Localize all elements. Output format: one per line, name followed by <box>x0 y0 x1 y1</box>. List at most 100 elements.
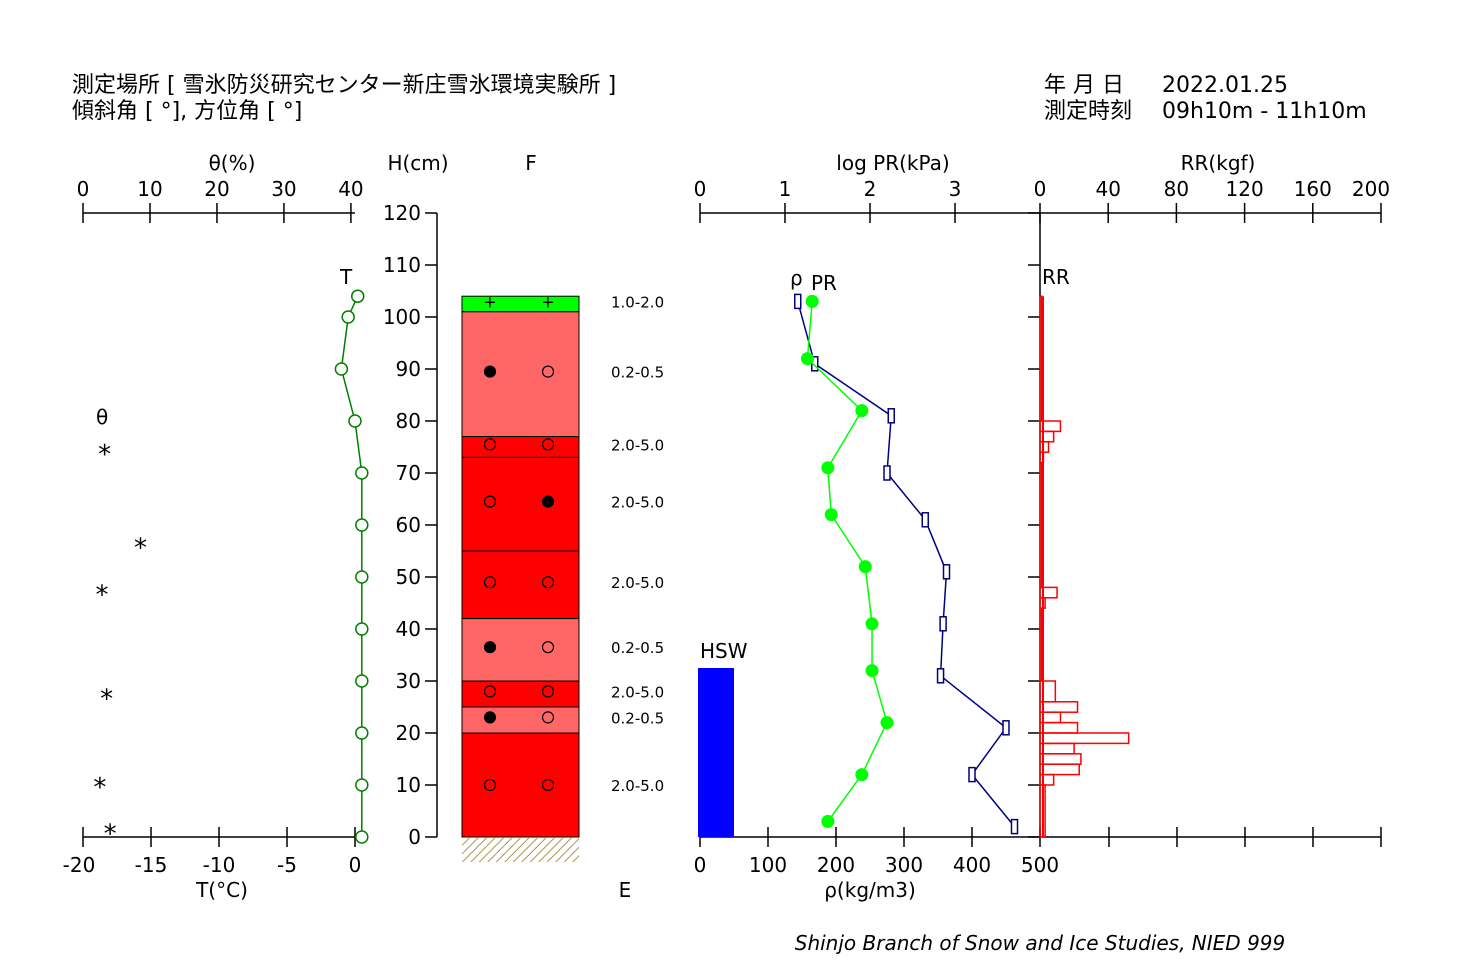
pr-point <box>1002 720 1010 736</box>
ground-hatch <box>462 838 579 862</box>
layer-rect <box>461 311 580 438</box>
rr-bar <box>1039 721 1079 734</box>
temperature-point <box>355 518 369 532</box>
layer-grain-open <box>541 438 555 451</box>
pr-point <box>883 465 891 481</box>
layer-grain-size-label: 2.0-5.0 <box>611 436 664 454</box>
layer-grain-open <box>483 438 497 451</box>
temperature-line <box>340 295 363 837</box>
t-marker-label: T <box>339 265 353 289</box>
rr-tick-label: 160 <box>1294 177 1332 201</box>
layer-grain-open <box>483 576 497 589</box>
theta-tick-label: 20 <box>204 177 229 201</box>
temperature-point <box>350 289 365 303</box>
theta-axis-title: θ(%) <box>209 151 256 175</box>
density-point <box>824 508 838 522</box>
layer-grain-size-label: 0.2-0.5 <box>611 364 664 382</box>
layer-rect <box>461 680 580 708</box>
height-tick-label: 110 <box>383 253 421 277</box>
layer-grain-open <box>483 685 497 698</box>
rr-bar <box>1039 773 1055 786</box>
height-tick-label: 0 <box>408 825 421 849</box>
layer-rect <box>461 618 580 682</box>
density-point <box>805 294 819 308</box>
site-label: 測定場所 [ 雪氷防災研究センター新庄雪氷環境実験所 ] <box>72 73 616 98</box>
height-tick-label: 120 <box>383 201 421 225</box>
t-tick-label: -15 <box>135 853 168 877</box>
pr-point <box>942 564 951 580</box>
density-point <box>800 352 814 366</box>
pr-point <box>936 668 945 684</box>
theta-point: * <box>98 440 111 470</box>
rr-tick-label: 40 <box>1095 177 1120 201</box>
rr-bar <box>1039 742 1075 755</box>
theta-point: * <box>100 684 113 714</box>
height-tick-label: 60 <box>396 513 421 537</box>
h-axis-title: H(cm) <box>387 151 448 175</box>
temperature-point <box>334 362 349 376</box>
layer-grain-size-label: 2.0-5.0 <box>611 683 664 701</box>
layer-grain-plus: + <box>541 292 554 311</box>
layer-grain-filled <box>483 365 497 378</box>
pr-tick-label: 0 <box>694 177 707 201</box>
time-label: 測定時刻 <box>1044 99 1132 124</box>
credit-text: Shinjo Branch of Snow and Ice Studies, N… <box>795 931 1286 955</box>
rho-axis-title: ρ(kg/m3) <box>824 878 916 902</box>
layer-grain-size-label: 0.2-0.5 <box>611 639 664 657</box>
rr-bar <box>1039 461 1043 589</box>
rr-tick-label: 80 <box>1164 177 1189 201</box>
temperature-point <box>355 726 369 740</box>
t-tick-label: -20 <box>63 853 96 877</box>
pr-point <box>811 356 819 372</box>
height-tick-label: 100 <box>383 305 421 329</box>
layer-grain-filled <box>483 641 497 654</box>
hsw-label: HSW <box>700 639 748 663</box>
theta-marker-label: θ <box>96 405 108 429</box>
layer-grain-filled <box>483 711 497 724</box>
pr-point <box>887 408 895 424</box>
density-point <box>821 814 835 828</box>
density-point <box>855 768 869 782</box>
theta-point: * <box>134 534 147 564</box>
pr-tick-label: 3 <box>949 177 962 201</box>
layer-grain-open <box>541 778 555 792</box>
height-tick-label: 80 <box>396 409 421 433</box>
density-point <box>865 617 879 631</box>
t-tick-label: -5 <box>277 853 297 877</box>
rr-bar <box>1039 441 1050 453</box>
layer-rect <box>461 456 580 552</box>
theta-tick-label: 40 <box>338 177 363 201</box>
density-point <box>865 664 879 678</box>
rho-tick-label: 300 <box>885 853 923 877</box>
rho-tick-label: 500 <box>1021 853 1059 877</box>
height-tick-label: 20 <box>396 721 421 745</box>
rr-marker-label: RR <box>1042 265 1070 289</box>
layer-grain-open <box>541 365 555 378</box>
temperature-point <box>348 414 362 428</box>
e-label: E <box>619 878 632 902</box>
layer-rect <box>461 732 580 838</box>
layer-grain-size-label: 2.0-5.0 <box>611 494 664 512</box>
rr-tick-label: 0 <box>1034 177 1047 201</box>
layer-rect <box>461 436 580 458</box>
layer-grain-open <box>541 711 555 724</box>
height-tick-label: 30 <box>396 669 421 693</box>
rr-bar <box>1039 732 1130 745</box>
layer-grain-open <box>483 495 497 508</box>
temperature-point <box>355 570 369 584</box>
theta-tick-label: 10 <box>137 177 162 201</box>
rho-marker-label: ρ <box>790 266 803 290</box>
pr-marker-label: PR <box>811 271 837 295</box>
layer-grain-size-label: 1.0-2.0 <box>611 293 664 311</box>
layer-grain-open <box>541 641 555 654</box>
f-label: F <box>525 151 537 175</box>
theta-point: * <box>104 820 117 850</box>
date-value: 2022.01.25 <box>1162 73 1288 98</box>
rr-tick-label: 120 <box>1226 177 1264 201</box>
density-point <box>821 461 835 475</box>
rho-tick-label: 100 <box>749 853 787 877</box>
layer-grain-open <box>541 576 555 589</box>
layer-grain-filled <box>541 495 555 508</box>
temperature-point <box>355 622 369 636</box>
